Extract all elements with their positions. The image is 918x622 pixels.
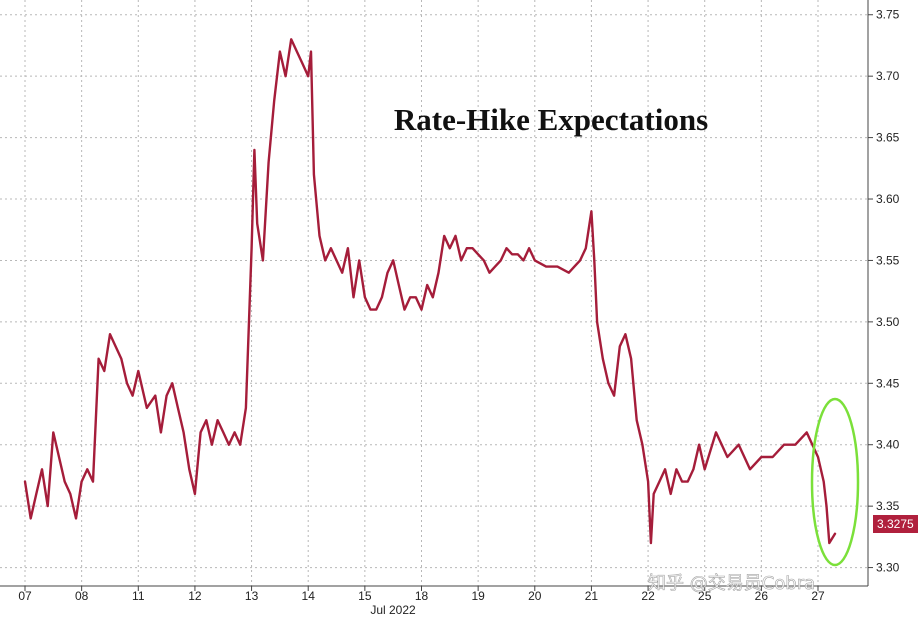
- axes: [0, 0, 869, 587]
- x-tick-label: 11: [132, 589, 145, 603]
- x-axis-label: Jul 2022: [370, 603, 416, 617]
- x-tick-label: 15: [358, 589, 372, 603]
- x-tick-label: 26: [755, 589, 769, 603]
- y-tick-label: 3.60: [876, 192, 900, 206]
- x-tick-label: 20: [528, 589, 542, 603]
- x-tick-label: 22: [641, 589, 655, 603]
- last-value-label: 3.3275: [877, 517, 914, 531]
- y-tick-label: 3.75: [876, 8, 900, 22]
- y-axis-ticks: 3.75 3.70 3.65 3.60 3.55 3.50 3.45 3.40 3.35 3.30: [868, 8, 900, 575]
- chart-title: Rate-Hike Expectations: [394, 102, 708, 137]
- y-tick-label: 3.65: [876, 131, 900, 145]
- x-tick-label: 19: [471, 589, 485, 603]
- y-tick-label: 3.45: [876, 376, 900, 390]
- y-tick-label: 3.30: [876, 561, 900, 575]
- watermark: 知乎 @交易员Cobra: [648, 573, 815, 594]
- series-line: [23, 38, 837, 545]
- x-tick-label: 14: [302, 589, 316, 603]
- series-layer: [23, 38, 837, 545]
- y-tick-label: 3.70: [876, 69, 900, 83]
- last-value-tag: 3.3275: [873, 515, 918, 533]
- y-tick-label: 3.40: [876, 438, 900, 452]
- x-tick-label: 21: [585, 589, 599, 603]
- x-tick-label: 27: [811, 589, 825, 603]
- highlight-ellipse: [810, 397, 860, 567]
- y-tick-label: 3.55: [876, 253, 900, 267]
- x-tick-label: 07: [18, 589, 32, 603]
- x-tick-label: 08: [75, 589, 89, 603]
- x-axis-ticks: 07 08 11 12 13 14 15 18 19 20 21 22 25 26 27: [18, 586, 825, 603]
- x-tick-label: 13: [245, 589, 259, 603]
- x-tick-label: 18: [415, 589, 429, 603]
- x-tick-label: 12: [188, 589, 202, 603]
- x-tick-label: 25: [698, 589, 712, 603]
- y-tick-label: 3.35: [876, 499, 900, 513]
- y-tick-label: 3.50: [876, 315, 900, 329]
